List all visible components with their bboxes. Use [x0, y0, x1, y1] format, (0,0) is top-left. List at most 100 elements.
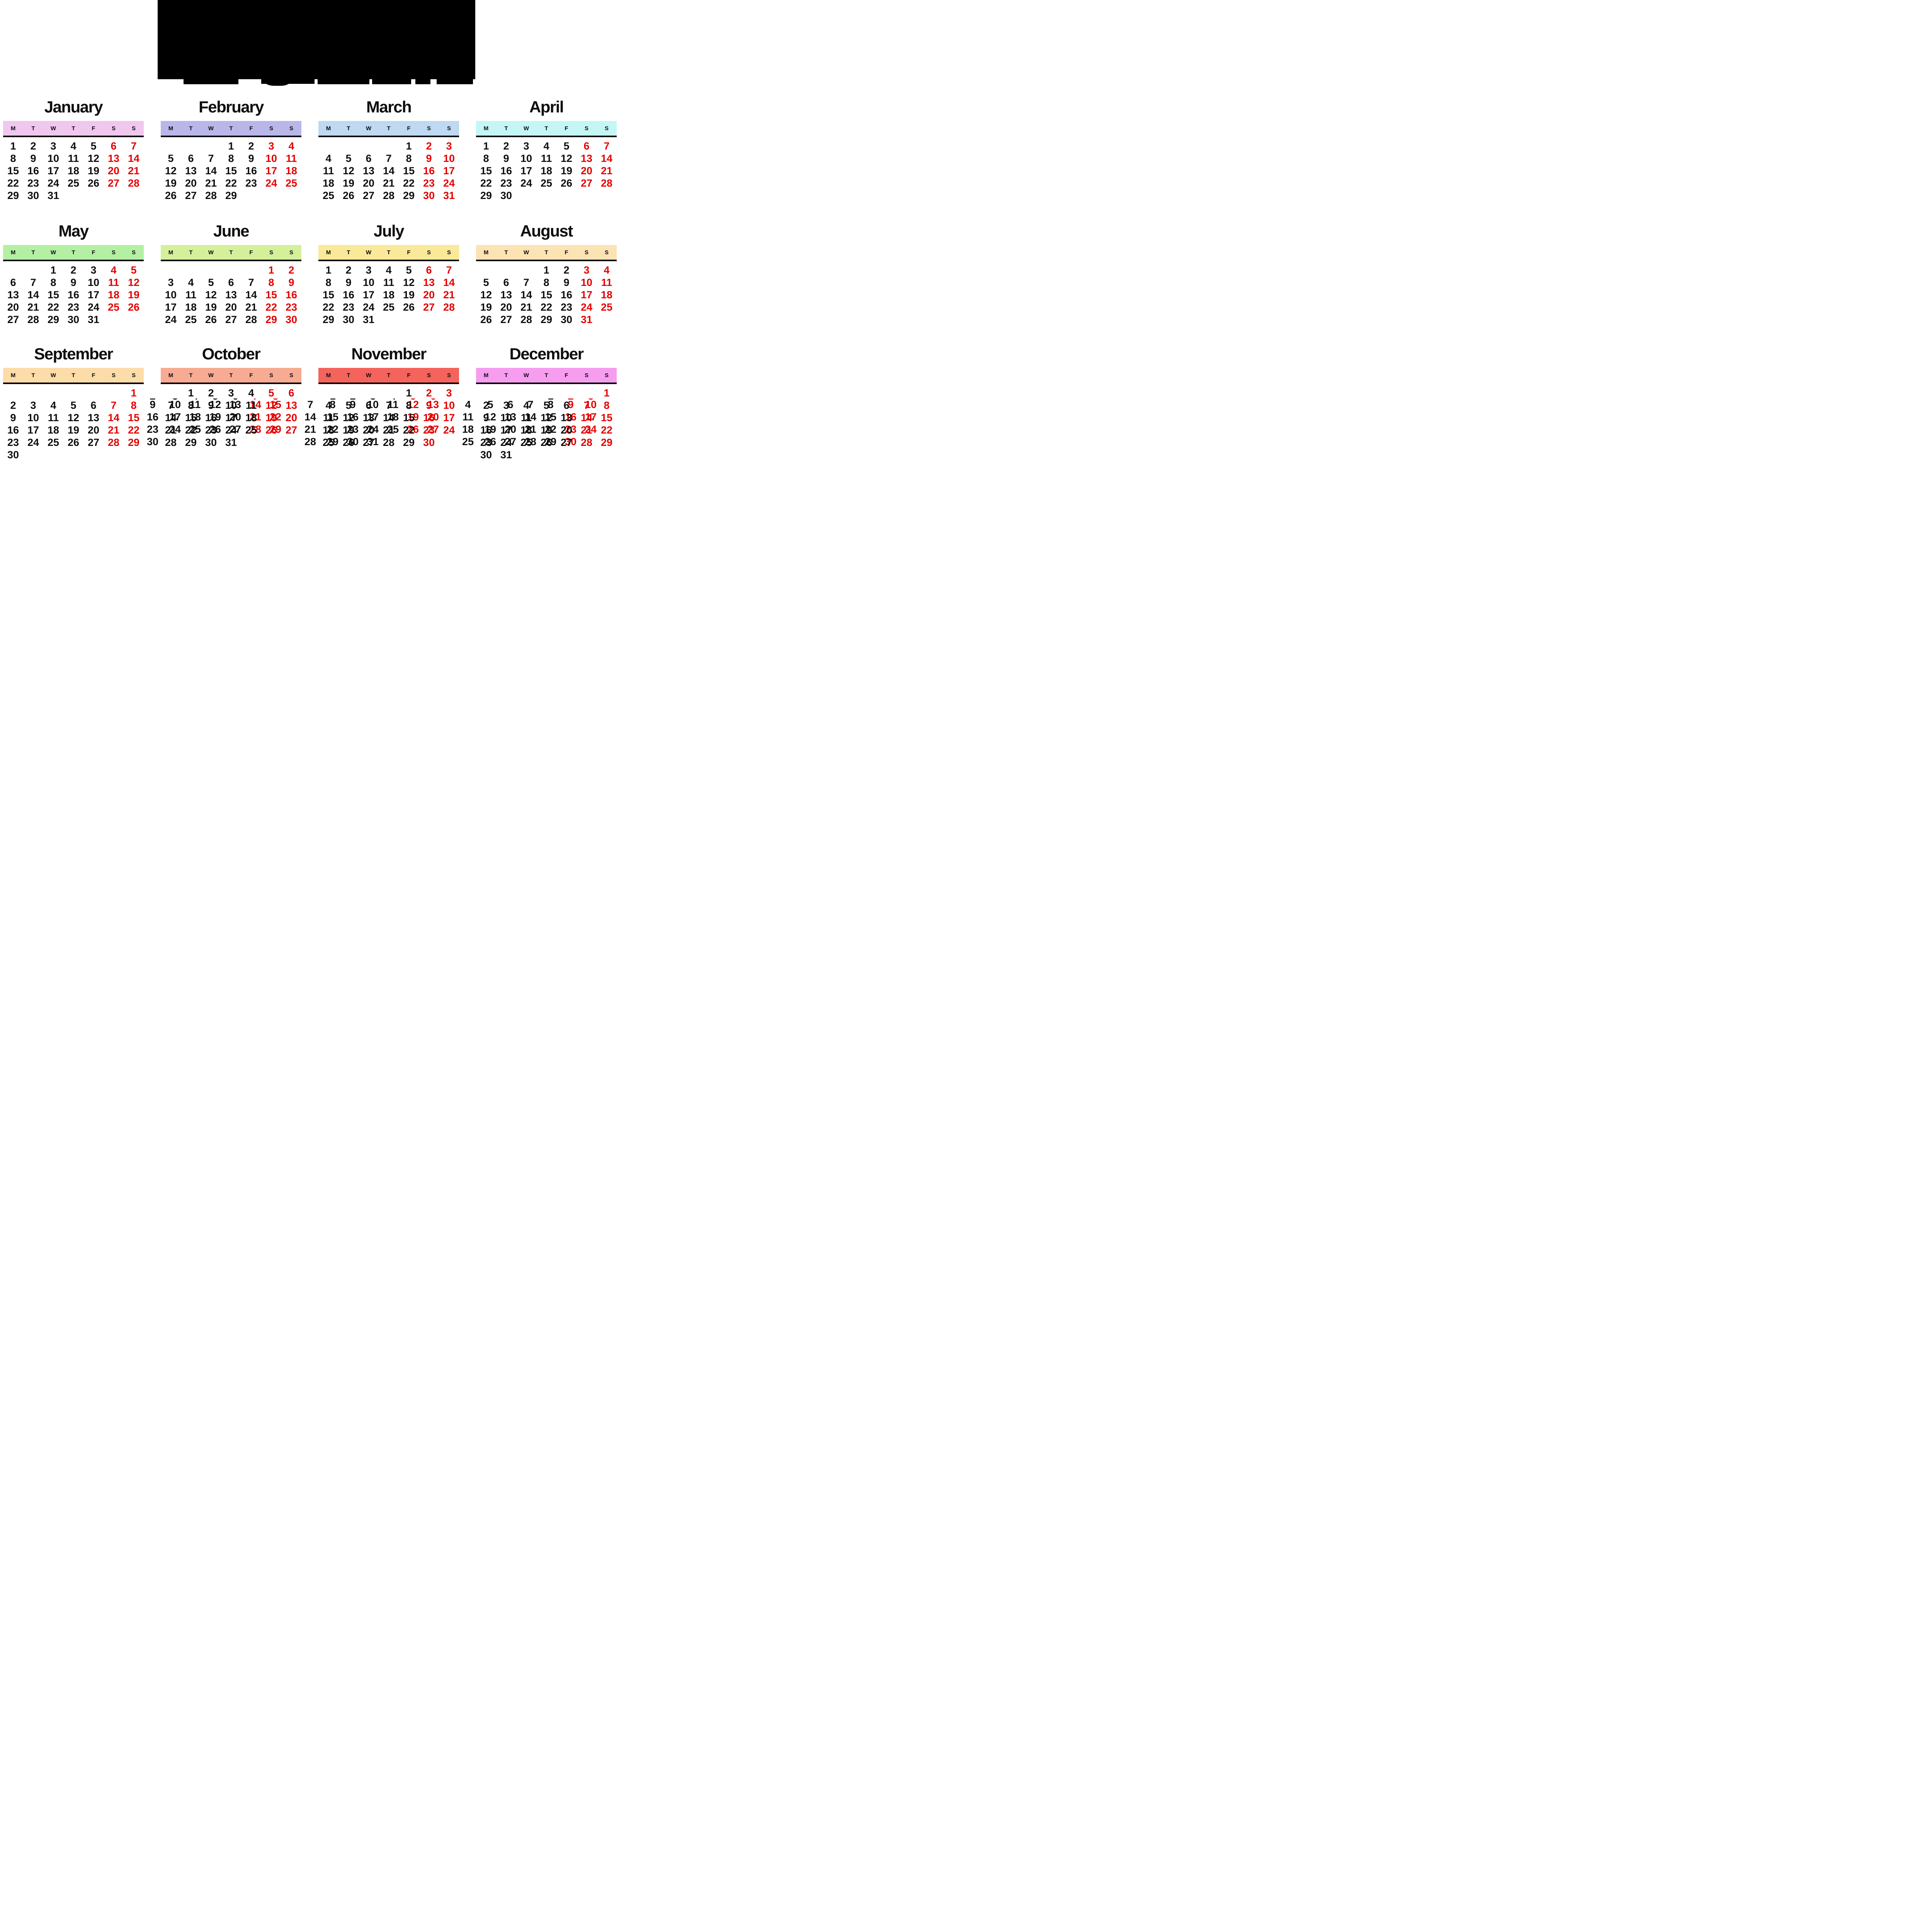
- date-cell: 11: [48, 412, 59, 423]
- week-row: 2 5 3 6 4 7 5 8 6 9 7 10 8 4: [465, 399, 617, 412]
- date-cell: [3, 387, 23, 399]
- date-cell: 4: [379, 387, 399, 401]
- week-row: 19 20 21 22 23 24 25: [161, 177, 301, 189]
- date-cell: 31: [362, 314, 375, 325]
- date-cell: [536, 189, 556, 202]
- date-cell: 13: [185, 165, 197, 177]
- weekday-letter: S: [289, 125, 293, 132]
- week-row: 1 2 3 4: [161, 140, 301, 152]
- month-june: June M T W T F S S 1 2 3 4 5 6 7 8 9 10 11 12 13 14 15 16 17 18 19…: [161, 221, 301, 326]
- week-row: 30 31: [476, 449, 617, 461]
- month-title: March: [366, 98, 412, 116]
- date-cell: 8: [268, 277, 274, 288]
- ghost-date: 27: [229, 423, 242, 435]
- weekday-letter: S: [447, 372, 451, 379]
- date-cell: 27: [423, 301, 435, 313]
- ghost-date: 23: [347, 423, 359, 435]
- date-cell: 13 16: [556, 411, 577, 424]
- ghost-date: 6: [507, 399, 514, 410]
- ghost-left-column-date: 7: [307, 399, 313, 410]
- date-cell: 19: [67, 424, 80, 436]
- month-september: September M T W T F S S 1 2 3 4 5 6 7 8 9 10 11 12 13 14 15 16 1…: [3, 344, 144, 461]
- date-cell: 26: [165, 190, 177, 201]
- date-cell: 20: [225, 301, 237, 313]
- date-cell: 27 30: [556, 436, 577, 449]
- ghost-left-column-date: 25: [462, 436, 474, 447]
- date-cell: 18 21: [516, 423, 536, 436]
- date-cell: [516, 264, 536, 276]
- ghost-date: 29: [269, 423, 282, 435]
- date-cell: 29: [403, 190, 415, 201]
- date-cell: [3, 264, 23, 276]
- weekday-letter: M: [168, 372, 173, 379]
- week-row: 5 6 7 8 9 10 11: [161, 152, 301, 165]
- weekday-letter: W: [523, 249, 529, 256]
- month-january: January M T W T F S S 1 2 3 4 5 6 7 8 9 10 11 12 13 14 15 16 17 1…: [3, 97, 144, 202]
- ghost-clipped-digit: 6: [430, 390, 436, 402]
- date-cell: [104, 189, 124, 202]
- date-cell: 31: [87, 314, 100, 325]
- date-cell: 29: [185, 437, 197, 448]
- date-cell: 11: [108, 277, 119, 288]
- date-cell: 29: [225, 190, 237, 201]
- date-cell: [338, 140, 359, 152]
- date-cell: 27: [87, 437, 100, 448]
- ghost-date: 7: [527, 399, 534, 410]
- date-cell: 1: [228, 140, 234, 152]
- date-cell: 22: [7, 177, 19, 189]
- weekday-letter: W: [50, 249, 56, 256]
- date-cell: [399, 313, 419, 326]
- month-title: June: [213, 222, 250, 240]
- date-cell: 2: [248, 140, 254, 152]
- date-cell: [181, 140, 201, 152]
- date-cell: 20: [423, 289, 435, 301]
- date-cell: 12: [165, 165, 177, 177]
- weekday-letter: W: [366, 125, 372, 132]
- date-cell: 5: [563, 140, 570, 152]
- date-cell: 15: [128, 412, 140, 423]
- ghost-left-column-date: 4: [465, 399, 471, 410]
- date-cell: 8: [604, 400, 610, 411]
- month-title: October: [202, 345, 261, 363]
- date-cell: [476, 387, 496, 399]
- month-title: January: [44, 98, 103, 116]
- month-title: July: [373, 222, 405, 240]
- date-cell: 5: [70, 400, 77, 411]
- weekday-letter: M: [10, 372, 16, 379]
- ghost-date: 21: [249, 411, 262, 423]
- weekday-letter: F: [249, 372, 253, 379]
- date-cell: 11: [185, 289, 197, 301]
- week-row: 26 27 28 29 30 31: [476, 313, 617, 326]
- weekday-letter: T: [229, 249, 233, 256]
- month-february: February M T W T F S S 1 2 3 4 5 6 7 8 9 10 11 12 13 14 15 16 17…: [161, 97, 301, 202]
- date-cell: [241, 436, 261, 449]
- ghost-clipped-digit: 2: [568, 390, 574, 402]
- date-cell: 25 28: [241, 423, 261, 436]
- week-row: 29 30: [476, 189, 617, 202]
- date-cell: 4: [288, 140, 294, 152]
- date-cell: 9: [70, 277, 77, 288]
- date-cell: 28: [600, 177, 613, 189]
- date-cell: 14: [107, 412, 120, 423]
- date-cell: 18: [185, 301, 197, 313]
- date-cell: 25: [285, 177, 298, 189]
- date-cell: [439, 436, 459, 449]
- ghost-date: 5: [487, 399, 493, 410]
- date-cell: 19: [403, 289, 415, 301]
- date-cell: 24: [265, 177, 277, 189]
- date-grid: 1 2 3 4 5 6 7 8 9 10 11 12 13 14 15 16 17 18 19 20 21 22 23 24 2…: [476, 137, 617, 202]
- date-cell: [63, 449, 83, 461]
- ghost-clipped-digit: 3: [172, 390, 178, 402]
- date-cell: 16: [500, 165, 512, 177]
- weekday-letter: T: [189, 372, 193, 379]
- date-cell: 23: [423, 177, 435, 189]
- week-row: 15 16 17 18 19 20 21: [318, 289, 459, 301]
- ghost-date: 16: [347, 411, 359, 423]
- date-cell: 17: [362, 289, 375, 301]
- date-cell: 12 15: [536, 411, 556, 424]
